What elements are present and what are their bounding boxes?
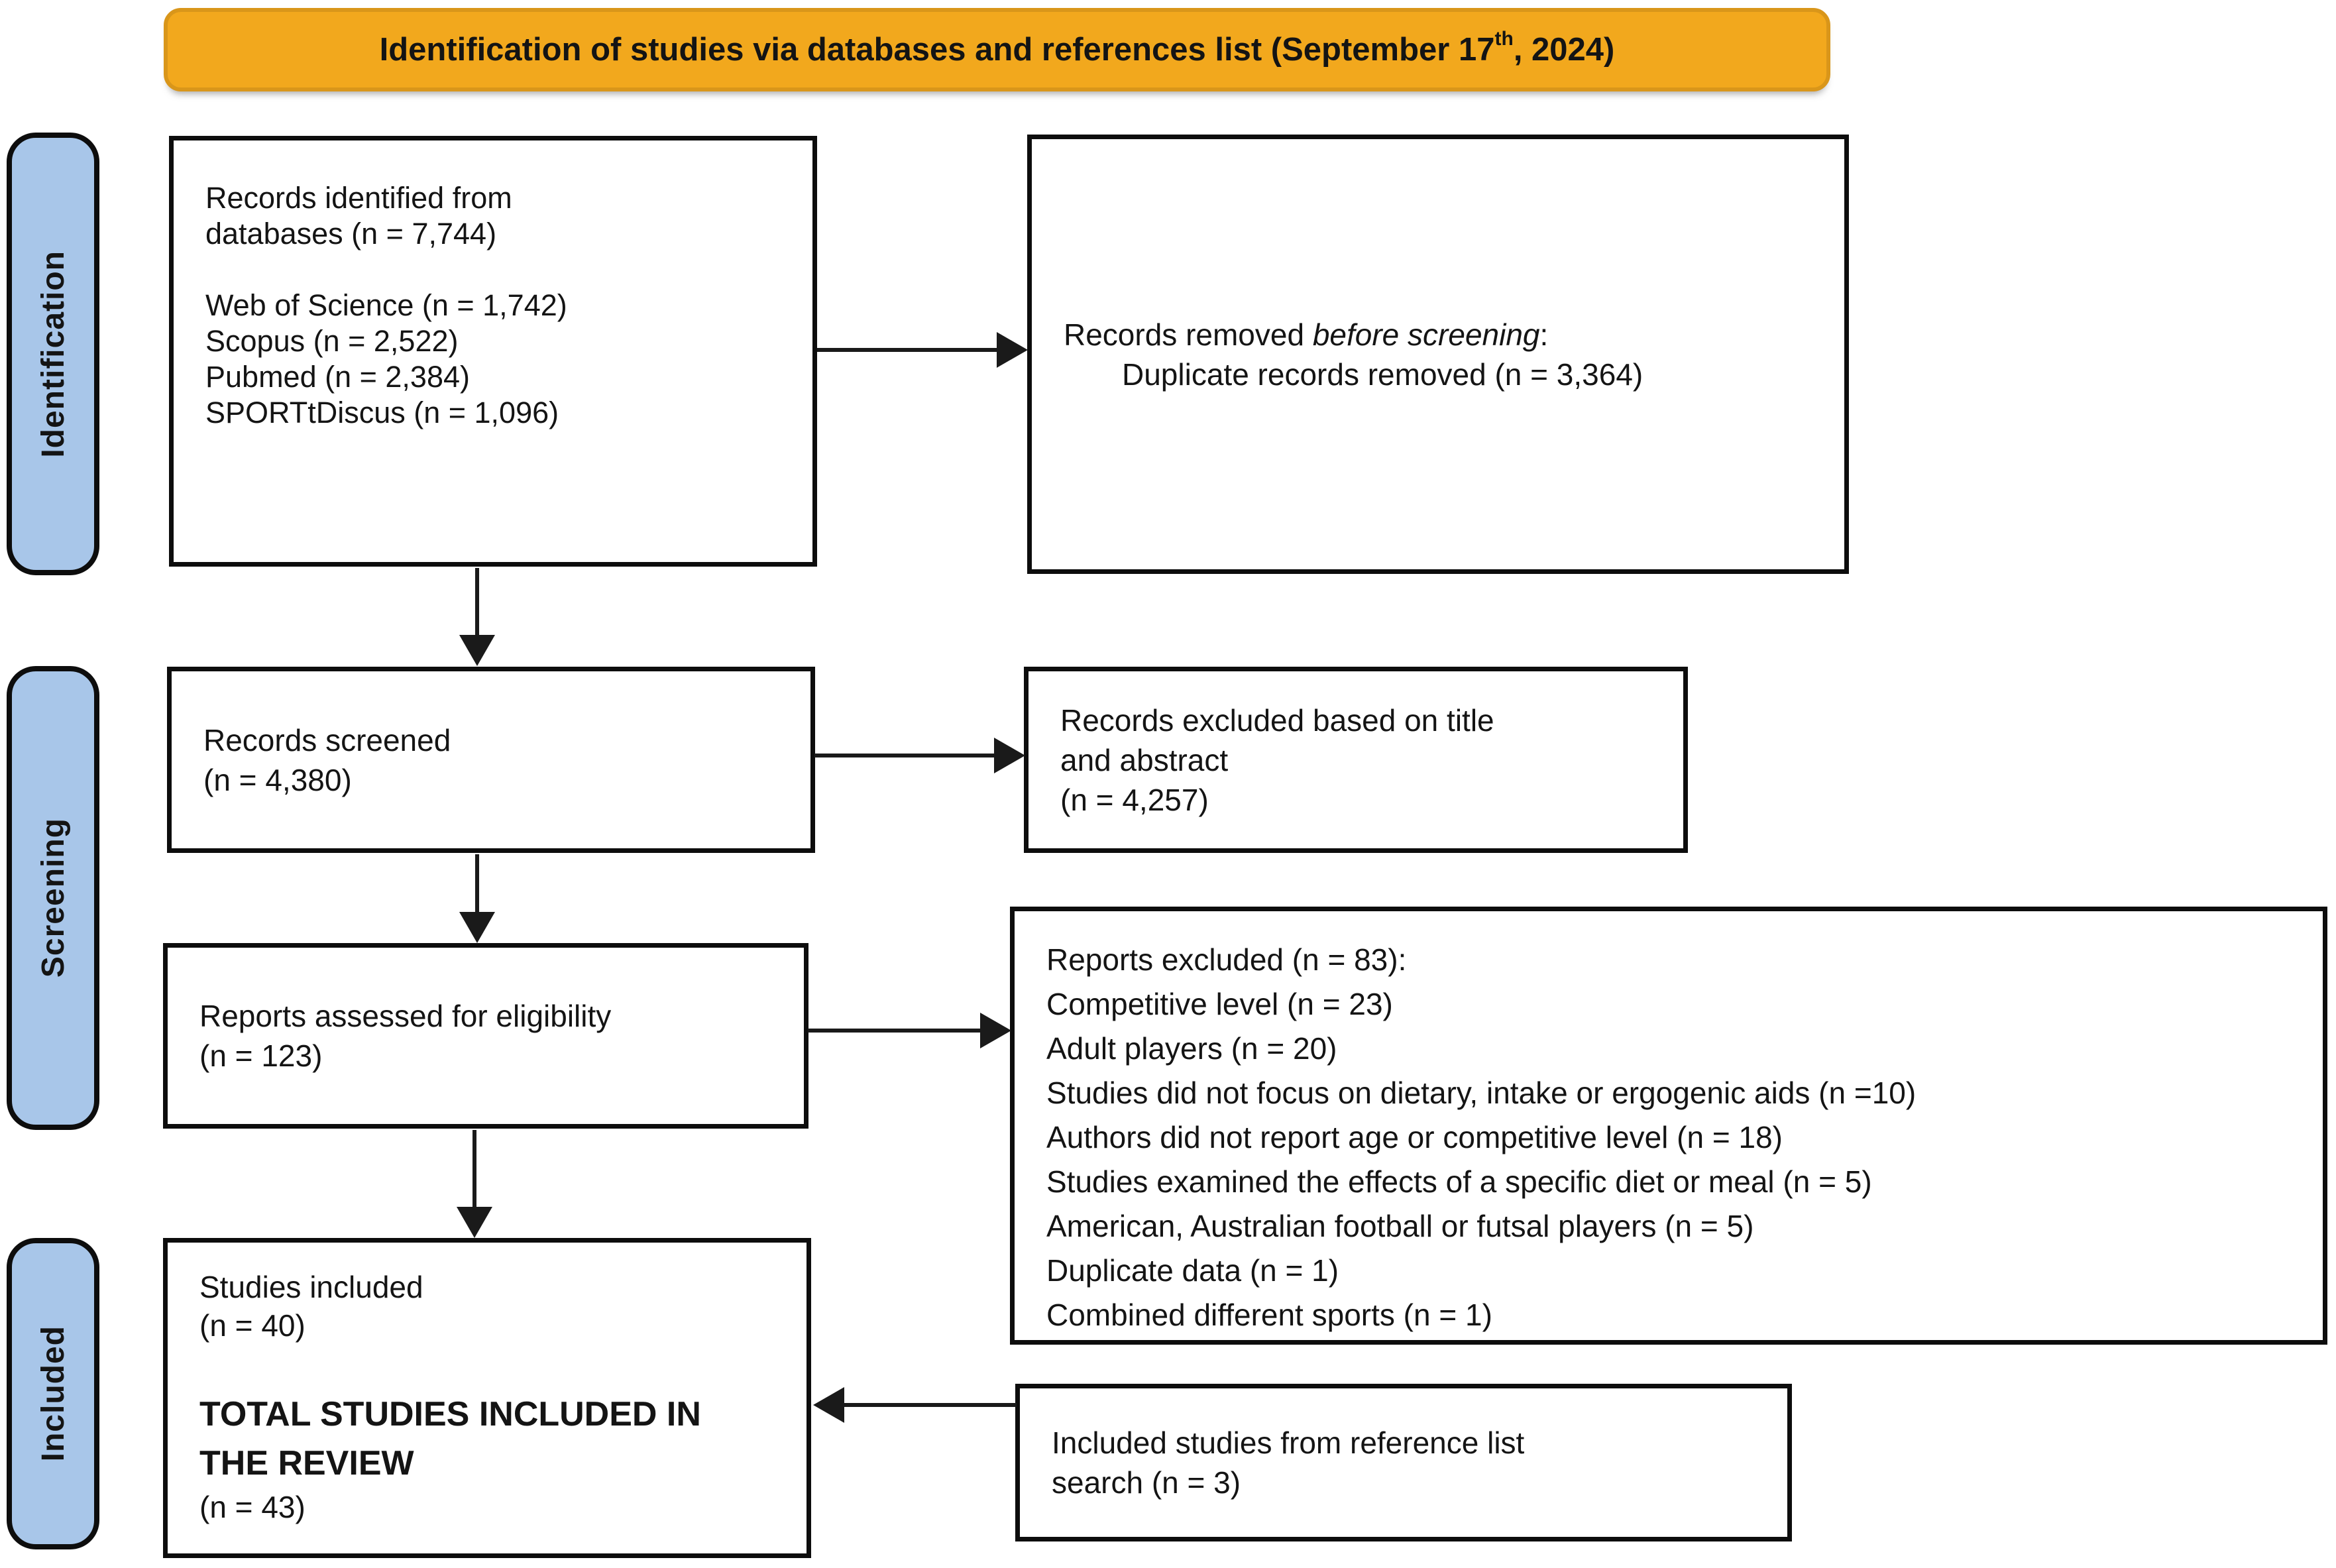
stage-label-text: Included — [35, 1325, 71, 1462]
flow-box-records-removed: Records removed before screening: Duplic… — [1027, 135, 1849, 574]
box-line: Authors did not report age or competitiv… — [1046, 1120, 1783, 1154]
box-line: Included studies from reference list — [1052, 1426, 1525, 1460]
box-line: SPORTtDiscus (n = 1,096) — [205, 396, 559, 429]
stage-label-text: Screening — [35, 818, 71, 978]
box-line-blank — [199, 1345, 793, 1390]
arrowhead-right-icon — [980, 1013, 1011, 1048]
flow-box-records-excluded: Records excluded based on title and abst… — [1024, 667, 1688, 853]
arrowhead-right-icon — [997, 332, 1028, 368]
arrow-shaft — [843, 1403, 1017, 1407]
box-line: Web of Science (n = 1,742) — [205, 288, 567, 322]
flow-box-reports-assessed: Reports assessed for eligibility (n = 12… — [163, 943, 808, 1129]
box-line: (n = 123) — [199, 1038, 323, 1073]
box-line: Records screened — [203, 722, 451, 757]
arrowhead-down-icon — [459, 912, 495, 943]
arrowhead-down-icon — [457, 1207, 492, 1238]
arrow-shaft — [473, 1130, 476, 1208]
arrow-shaft — [817, 348, 997, 352]
title-superscript: th — [1494, 28, 1514, 50]
stage-label-identification: Identification — [7, 133, 99, 575]
box-line: Competitive level (n = 23) — [1046, 987, 1393, 1021]
flow-box-records-screened: Records screened (n = 4,380) — [167, 667, 815, 853]
arrowhead-right-icon — [994, 738, 1025, 773]
box-line: Records removed before screening: — [1064, 315, 1844, 355]
box-line: Adult players (n = 20) — [1046, 1031, 1337, 1066]
stage-label-screening: Screening — [7, 666, 99, 1130]
title-text-suffix: , 2024) — [1513, 32, 1615, 68]
box-line: Scopus (n = 2,522) — [205, 324, 459, 358]
title-banner: Identification of studies via databases … — [164, 8, 1830, 91]
box-line: (n = 4,380) — [203, 762, 352, 797]
box-line: Reports excluded (n = 83): — [1046, 942, 1407, 977]
box-line: Studies did not focus on dietary, intake… — [1046, 1076, 1917, 1110]
box-line: and abstract — [1060, 742, 1229, 777]
arrowhead-left-icon — [813, 1387, 844, 1423]
flow-box-studies-included: Studies included (n = 40) TOTAL STUDIES … — [163, 1238, 811, 1558]
box-line: Combined different sports (n = 1) — [1046, 1298, 1492, 1332]
box-line: (n = 40) — [199, 1308, 306, 1343]
flow-box-reference-search: Included studies from reference list sea… — [1015, 1384, 1792, 1541]
box-line: American, Australian football or futsal … — [1046, 1209, 1754, 1243]
box-line: (n = 4,257) — [1060, 782, 1209, 817]
box-line: Pubmed (n = 2,384) — [205, 360, 471, 394]
arrow-shaft — [475, 568, 479, 636]
flow-box-reports-excluded: Reports excluded (n = 83): Competitive l… — [1010, 907, 2327, 1345]
box-line: Reports assessed for eligibility — [199, 999, 612, 1033]
box-line: Duplicate records removed (n = 3,364) — [1122, 357, 1643, 392]
box-line: databases (n = 7,744) — [205, 217, 497, 251]
box-line: search (n = 3) — [1052, 1465, 1241, 1500]
box-line: Studies included — [199, 1270, 423, 1304]
arrowhead-down-icon — [459, 635, 495, 666]
box-line: Studies examined the effects of a specif… — [1046, 1164, 1872, 1199]
title-text: Identification of studies via databases … — [379, 32, 1495, 68]
box-line-blank — [205, 252, 799, 288]
stage-label-text: Identification — [35, 250, 71, 458]
flow-box-records-identified: Records identified from databases (n = 7… — [169, 136, 817, 567]
box-line: Duplicate data (n = 1) — [1046, 1253, 1339, 1288]
arrow-shaft — [475, 854, 479, 913]
arrow-shaft — [808, 1029, 981, 1033]
box-line-text: : — [1539, 317, 1549, 352]
box-line: Records identified from — [205, 181, 512, 215]
stage-label-included: Included — [7, 1238, 99, 1549]
box-line-text: Records removed — [1064, 317, 1313, 352]
box-line-bold: THE REVIEW — [199, 1444, 414, 1483]
box-line-italic-text: before screening — [1312, 317, 1540, 352]
box-line: (n = 43) — [199, 1490, 306, 1524]
arrow-shaft — [814, 754, 995, 757]
box-line-bold: TOTAL STUDIES INCLUDED IN — [199, 1395, 701, 1433]
box-line: Records excluded based on title — [1060, 702, 1494, 738]
